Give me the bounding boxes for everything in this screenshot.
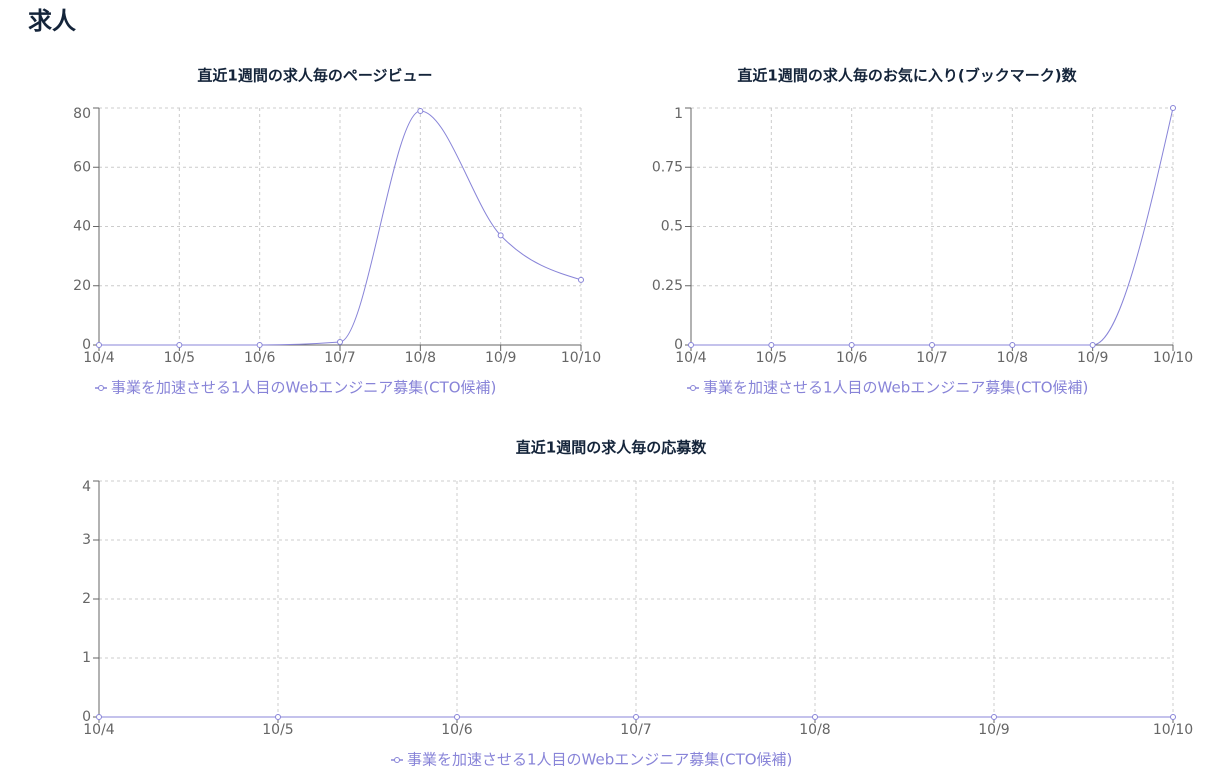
data-point bbox=[578, 276, 584, 283]
data-point bbox=[768, 342, 775, 348]
data-point bbox=[275, 714, 281, 720]
page-title: 求人 bbox=[28, 7, 76, 35]
x-tick-label: 10/5 bbox=[262, 722, 293, 738]
x-tick-label: 10/10 bbox=[1153, 722, 1193, 738]
data-point bbox=[454, 714, 460, 720]
data-point bbox=[1089, 342, 1096, 348]
x-tick-label: 10/4 bbox=[675, 350, 707, 366]
chart-title: 直近1週間の求人毎のお気に入り(ブックマーク)数 bbox=[737, 67, 1077, 85]
data-point bbox=[497, 232, 504, 239]
data-point bbox=[1170, 714, 1176, 720]
data-point bbox=[256, 342, 263, 348]
y-tick-label: 0.5 bbox=[661, 219, 683, 235]
x-tick-label: 10/6 bbox=[441, 722, 473, 738]
x-tick-label: 10/8 bbox=[997, 350, 1028, 366]
chart-title: 直近1週間の求人毎のページビュー bbox=[197, 67, 432, 85]
y-tick-label: 0.75 bbox=[652, 159, 683, 175]
legend-icon-dot bbox=[690, 385, 696, 391]
x-tick-label: 10/4 bbox=[83, 350, 115, 366]
x-tick-label: 10/7 bbox=[324, 350, 355, 366]
data-point bbox=[812, 714, 818, 720]
x-tick-label: 10/7 bbox=[916, 350, 947, 366]
data-point bbox=[929, 342, 935, 348]
x-tick-label: 10/9 bbox=[978, 722, 1009, 738]
data-point bbox=[1009, 342, 1016, 348]
y-tick-label: 4 bbox=[82, 479, 91, 495]
data-point bbox=[176, 342, 183, 348]
x-tick-label: 10/7 bbox=[620, 722, 651, 738]
series-line bbox=[690, 107, 1174, 346]
data-point bbox=[96, 714, 102, 720]
legend-icon-dot bbox=[394, 757, 400, 763]
data-point bbox=[633, 714, 639, 720]
y-tick-label: 0 bbox=[82, 337, 91, 353]
x-tick-label: 10/10 bbox=[1153, 350, 1193, 366]
x-tick-label: 10/4 bbox=[83, 722, 115, 738]
legend-label: 事業を加速させる1人目のWebエンジニア募集(CTO候補) bbox=[407, 751, 792, 769]
y-tick-label: 1 bbox=[82, 650, 91, 666]
data-point bbox=[848, 342, 855, 348]
chart-title: 直近1週間の求人毎の応募数 bbox=[516, 439, 707, 457]
data-point bbox=[417, 107, 424, 114]
data-point bbox=[1170, 105, 1176, 111]
x-tick-label: 10/5 bbox=[164, 350, 195, 366]
x-tick-label: 10/9 bbox=[485, 350, 516, 366]
y-tick-label: 60 bbox=[73, 159, 91, 175]
data-point bbox=[96, 342, 102, 348]
legend-label: 事業を加速させる1人目のWebエンジニア募集(CTO候補) bbox=[111, 379, 496, 397]
x-tick-label: 10/9 bbox=[1077, 350, 1108, 366]
y-tick-label: 80 bbox=[73, 106, 91, 122]
legend-icon-dot bbox=[98, 385, 104, 391]
x-tick-label: 10/6 bbox=[244, 350, 276, 366]
y-tick-label: 1 bbox=[674, 106, 683, 122]
y-tick-label: 3 bbox=[82, 532, 91, 548]
legend-label: 事業を加速させる1人目のWebエンジニア募集(CTO候補) bbox=[703, 379, 1088, 397]
y-tick-label: 0.25 bbox=[652, 278, 683, 294]
y-tick-label: 40 bbox=[73, 219, 91, 235]
x-tick-label: 10/10 bbox=[561, 350, 601, 366]
x-tick-label: 10/6 bbox=[836, 350, 868, 366]
x-tick-label: 10/5 bbox=[756, 350, 787, 366]
y-tick-label: 2 bbox=[82, 591, 91, 607]
y-tick-label: 0 bbox=[82, 709, 91, 725]
data-point bbox=[337, 339, 343, 346]
x-tick-label: 10/8 bbox=[799, 722, 830, 738]
y-tick-label: 0 bbox=[674, 337, 683, 353]
data-point bbox=[688, 342, 694, 348]
y-tick-label: 20 bbox=[73, 278, 91, 294]
data-point bbox=[991, 714, 997, 720]
x-tick-label: 10/8 bbox=[405, 350, 436, 366]
